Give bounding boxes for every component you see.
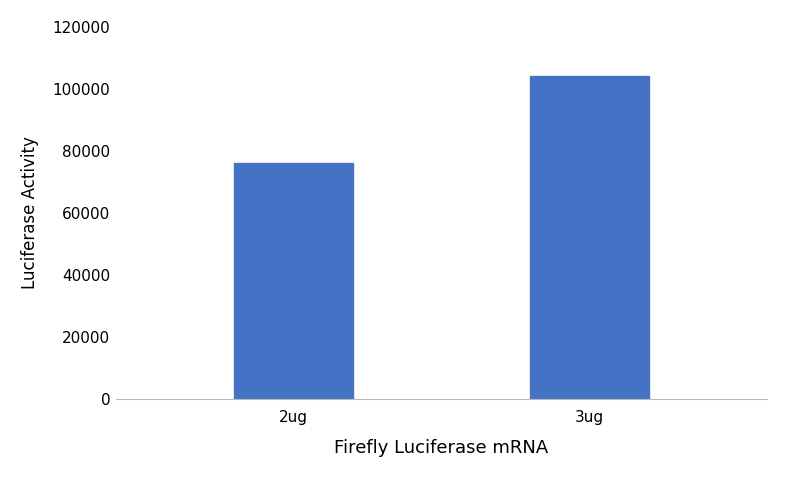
Bar — [530, 76, 649, 399]
Bar — [234, 163, 353, 399]
X-axis label: Firefly Luciferase mRNA: Firefly Luciferase mRNA — [334, 439, 548, 457]
Y-axis label: Luciferase Activity: Luciferase Activity — [20, 137, 39, 290]
